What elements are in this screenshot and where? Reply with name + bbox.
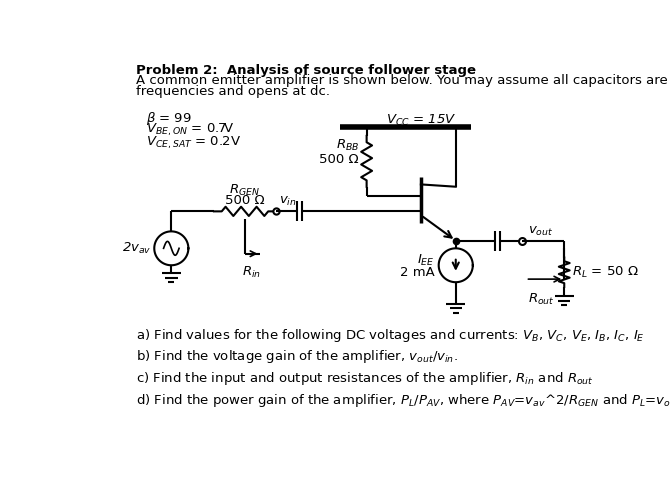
Text: d) Find the power gain of the amplifier, $P_L/P_{AV}$, where $P_{AV}$=$v_{av}$^2: d) Find the power gain of the amplifier,…	[137, 391, 670, 409]
Text: a) Find values for the following DC voltages and currents: $V_B$, $V_C$, $V_E$, : a) Find values for the following DC volt…	[137, 327, 645, 344]
Text: $I_{EE}$: $I_{EE}$	[417, 253, 435, 268]
Text: b) Find the voltage gain of the amplifier, $v_{out}/v_{in}$.: b) Find the voltage gain of the amplifie…	[137, 348, 458, 365]
Text: $V_{CE,SAT}$ = 0.2V: $V_{CE,SAT}$ = 0.2V	[146, 134, 241, 151]
Text: $v_{out}$: $v_{out}$	[528, 225, 553, 238]
Text: $\beta$ = 99: $\beta$ = 99	[146, 110, 192, 127]
Text: 2$v_{av}$: 2$v_{av}$	[122, 241, 151, 256]
Text: $V_{CC}$ = 15V: $V_{CC}$ = 15V	[385, 113, 456, 128]
Text: Problem 2:  Analysis of source follower stage: Problem 2: Analysis of source follower s…	[137, 64, 476, 76]
Text: frequencies and opens at dc.: frequencies and opens at dc.	[137, 85, 330, 98]
Text: $R_{BB}$: $R_{BB}$	[336, 138, 359, 153]
Text: $V_{BE,ON}$ = 0.7V: $V_{BE,ON}$ = 0.7V	[146, 122, 234, 139]
Text: $R_{out}$: $R_{out}$	[528, 292, 554, 306]
Text: $R_{in}$: $R_{in}$	[242, 264, 261, 280]
Text: 2 mA: 2 mA	[400, 266, 435, 280]
Text: 500 Ω: 500 Ω	[319, 153, 359, 166]
Text: $R_L$ = 50 Ω: $R_L$ = 50 Ω	[572, 265, 639, 280]
Text: A common emitter amplifier is shown below. You may assume all capacitors are sho: A common emitter amplifier is shown belo…	[137, 74, 670, 87]
Text: $v_{in}$: $v_{in}$	[279, 195, 297, 208]
Text: c) Find the input and output resistances of the amplifier, $R_{in}$ and $R_{out}: c) Find the input and output resistances…	[137, 370, 594, 387]
Text: $R_{GEN}$: $R_{GEN}$	[230, 183, 261, 197]
Text: 500 Ω: 500 Ω	[225, 194, 265, 207]
